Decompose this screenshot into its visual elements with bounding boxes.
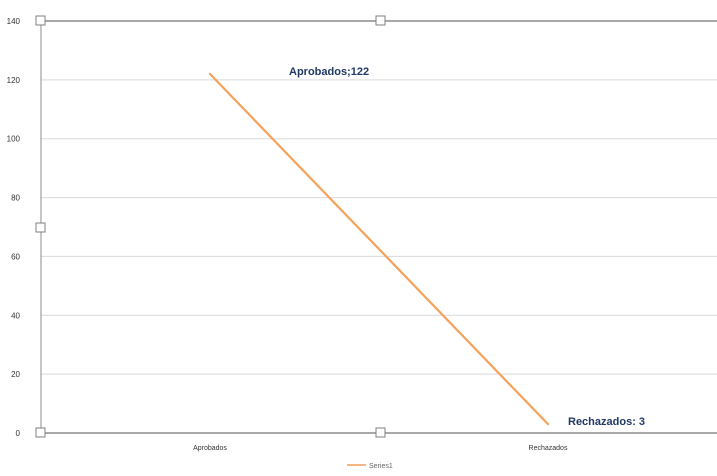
y-tick-label: 80 xyxy=(11,194,20,203)
y-tick-label: 140 xyxy=(7,17,21,26)
series-group xyxy=(208,72,550,426)
resize-handle[interactable] xyxy=(35,427,46,438)
y-tick-label: 20 xyxy=(11,370,20,379)
data-label: Rechazados: 3 xyxy=(568,416,645,428)
legend: Series1 xyxy=(347,463,393,470)
y-tick-label: 40 xyxy=(11,311,20,320)
y-tick-label: 0 xyxy=(16,429,21,438)
data-labels: Aprobados;122 Rechazados: 3 xyxy=(289,66,645,428)
resize-handle[interactable] xyxy=(35,15,46,26)
x-axis: Aprobados Rechazados xyxy=(193,445,568,452)
y-tick-label: 60 xyxy=(11,252,20,261)
y-tick-label: 100 xyxy=(7,135,21,144)
y-tick-label: 120 xyxy=(7,76,21,85)
resize-handle[interactable] xyxy=(375,427,386,438)
resize-handle[interactable] xyxy=(35,222,46,233)
gridlines xyxy=(41,20,717,434)
series-line xyxy=(208,72,550,426)
resize-handle[interactable] xyxy=(375,15,386,26)
x-tick-label: Aprobados xyxy=(193,445,227,452)
data-label: Aprobados;122 xyxy=(289,66,369,78)
selection-handles[interactable] xyxy=(35,15,386,438)
x-tick-label: Rechazados xyxy=(529,445,568,452)
legend-label: Series1 xyxy=(369,463,393,470)
